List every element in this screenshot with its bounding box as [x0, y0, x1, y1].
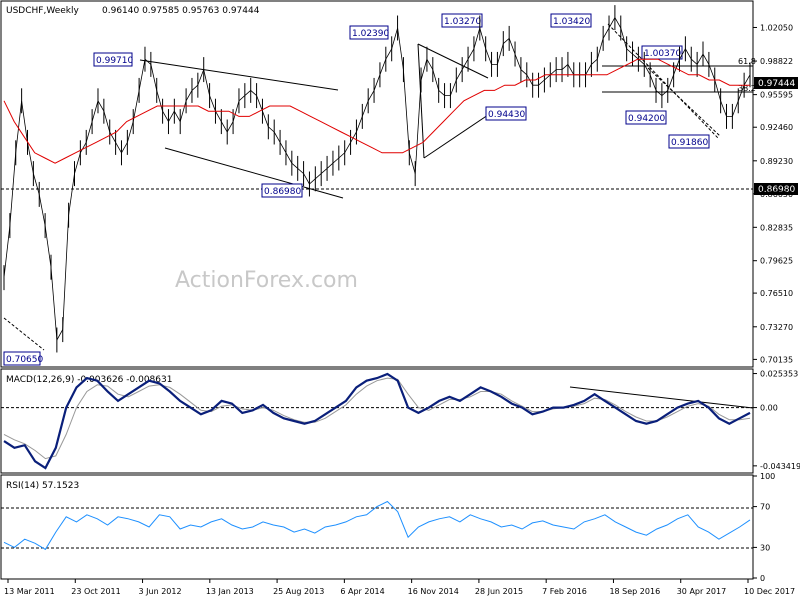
- price-axis-tick-label-8: 0.76510: [760, 289, 793, 298]
- annotation-70650: 0.70650: [6, 355, 43, 365]
- price-axis-tick-label-2: 0.95595: [760, 91, 793, 100]
- x-tick-label-10: 30 Apr 2017: [677, 587, 726, 596]
- macd-axis-tick-label-1: 0.00: [760, 404, 778, 413]
- price-axis-tick-label-6: 0.82835: [760, 223, 793, 232]
- price-axis-tick-label-5: 0.86050: [760, 190, 793, 199]
- dashed-lines: [1, 23, 753, 549]
- triangle-left: [417, 43, 425, 159]
- price-line: [3, 16, 751, 342]
- watermark: ActionForex.com: [175, 268, 358, 293]
- trendline-upper-2012: [139, 59, 339, 91]
- macd-series: [1, 372, 753, 470]
- x-axis: 13 Mar 2011 23 Oct 2011 3 Jun 2012 13 Jan 2…: [4, 579, 795, 596]
- annotation-91860: 0.91860: [671, 138, 708, 148]
- annotation-86980: 0.86980: [264, 187, 301, 197]
- x-tick-label-0: 13 Mar 2011: [4, 587, 55, 596]
- annotation-boxes: 0.70650 0.99710 1.02390 1.03270 1.03420 …: [3, 13, 710, 366]
- x-tick-label-6: 16 Nov 2014: [408, 587, 459, 596]
- x-tick-label-3: 13 Jan 2013: [206, 587, 254, 596]
- dashed-2018-line: [647, 67, 721, 137]
- current-price-label: 0.97444: [758, 79, 795, 89]
- x-tick-label-2: 3 Jun 2012: [139, 587, 182, 596]
- rsi-series: [3, 500, 751, 551]
- price-axis-tick-label-10: 0.70135: [760, 355, 793, 364]
- macd-panel: [0, 368, 754, 474]
- x-tick-label-11: 10 Dec 2017: [744, 587, 795, 596]
- symbol-label: USDCHF,Weekly: [6, 6, 79, 16]
- price-axis-tick-label-7: 0.79625: [760, 257, 793, 266]
- macd-main-line: [3, 372, 751, 470]
- support-price-label: 0.86980: [758, 185, 795, 195]
- price-series: [3, 5, 751, 353]
- price-axis-tick-label-1: 0.98822: [760, 57, 793, 66]
- rsi-axis-tick-label-3: 0: [760, 574, 765, 583]
- annotation-100370: 1.00370: [644, 49, 681, 59]
- macd-trendline: [569, 386, 754, 409]
- x-tick-label-9: 18 Sep 2016: [609, 587, 660, 596]
- price-axis-tick-label-9: 0.73270: [760, 323, 793, 332]
- current-price-marker: [754, 77, 798, 89]
- price-axis-tick-label-0: 1.02050: [760, 23, 793, 32]
- triangle-upper: [417, 43, 489, 79]
- fib-label-382: 38.2: [738, 84, 756, 93]
- macd-axis-tick-label-0: 0.025353: [760, 370, 798, 379]
- price-axis-tick-label-3: 0.92460: [760, 123, 793, 132]
- x-tick-label-4: 25 Aug 2013: [273, 587, 324, 596]
- ohlc-label: 0.96140 0.97585 0.95763 0.97444: [102, 6, 260, 16]
- annotation-94200: 0.94200: [628, 114, 665, 124]
- macd-y-axis: 0.025353 0.00 -0.043419: [753, 370, 800, 471]
- x-tick-label-1: 23 Oct 2011: [71, 587, 120, 596]
- annotation-103420: 1.03420: [553, 17, 590, 27]
- fib-label-618: 61.8: [738, 57, 756, 66]
- dashed-2011-line: [3, 317, 45, 351]
- rsi-axis-tick-label-1: 70: [760, 503, 770, 512]
- annotation-94430: 0.94430: [488, 110, 525, 120]
- trend-lines: [139, 43, 754, 409]
- rsi-label: RSI(14) 57.1523: [6, 481, 79, 491]
- rsi-axis-tick-label-2: 30: [760, 543, 770, 552]
- triangle-lower: [423, 114, 489, 159]
- macd-axis-tick-label-2: -0.043419: [760, 462, 800, 471]
- x-tick-label-8: 7 Feb 2016: [542, 587, 587, 596]
- macd-label: MACD(12,26,9) -0.003626 -0.008631: [6, 375, 172, 385]
- x-tick-label-7: 28 Jun 2015: [475, 587, 523, 596]
- annotation-99710: 0.99710: [96, 56, 133, 66]
- sma-line: [3, 58, 750, 164]
- x-tick-label-5: 6 Apr 2014: [340, 587, 384, 596]
- rsi-panel: [0, 474, 754, 580]
- main-y-axis: 1.02050 0.98822 0.95595 0.92460 0.89230 0.860…: [753, 23, 793, 364]
- sma-series: [3, 58, 750, 164]
- rsi-axis-tick-label-0: 100: [760, 472, 775, 481]
- annotation-102390: 1.02390: [352, 29, 389, 39]
- support-price-marker: [754, 183, 798, 195]
- rsi-line: [3, 500, 751, 551]
- annotation-103270: 1.03270: [444, 17, 481, 27]
- price-axis-tick-label-4: 0.89230: [760, 157, 793, 166]
- rsi-y-axis: 100 70 30 0: [753, 472, 775, 583]
- trendline-lower-2012: [164, 147, 344, 199]
- macd-signal-line: [3, 377, 751, 460]
